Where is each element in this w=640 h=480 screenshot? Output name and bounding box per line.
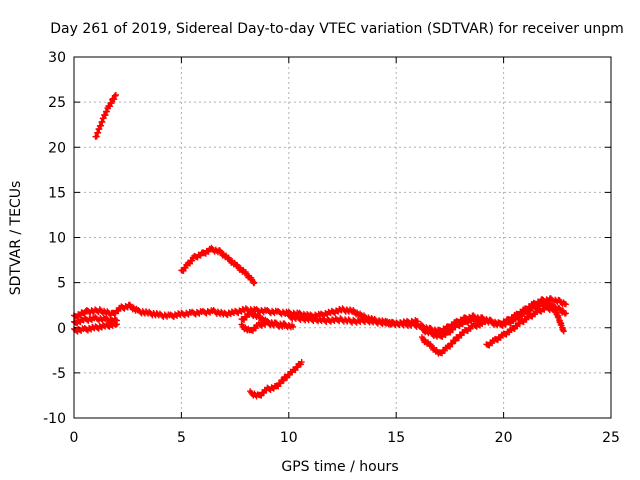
y-axis-label: SDTVAR / TECUs (8, 181, 24, 296)
data-point (459, 317, 466, 324)
y-tick-label: 0 (57, 321, 66, 337)
x-tick-label: 15 (387, 430, 405, 446)
data-point (562, 301, 569, 308)
data-point (112, 91, 119, 98)
y-tick-label: 25 (48, 95, 66, 111)
series-arc-c (247, 359, 305, 400)
data-point (197, 252, 204, 259)
series-arc-m (483, 303, 567, 349)
x-axis-label: GPS time / hours (281, 459, 398, 475)
data-point (280, 377, 287, 384)
series-arc-l (418, 319, 486, 357)
data-point (189, 257, 196, 264)
data-point (478, 319, 485, 326)
data-point (290, 323, 297, 330)
x-tick-label: 0 (70, 430, 79, 446)
x-tick-label: 20 (495, 430, 513, 446)
x-tick-label: 5 (177, 430, 186, 446)
data-points (71, 91, 569, 400)
y-tick-label: 15 (48, 185, 66, 201)
y-tick-label: -10 (43, 411, 66, 427)
data-point (113, 317, 120, 324)
data-point (182, 264, 189, 271)
y-tick-label: 10 (48, 231, 66, 247)
data-point (281, 322, 288, 329)
series-arc-b (178, 244, 258, 287)
y-tick-label: 5 (57, 276, 66, 292)
y-tick-label: -5 (52, 366, 66, 382)
chart-title: Day 261 of 2019, Sidereal Day-to-day VTE… (50, 21, 624, 37)
y-tick-label: 20 (48, 140, 66, 156)
y-tick-label: 30 (48, 50, 66, 66)
data-point (479, 321, 486, 328)
x-tick-label: 10 (280, 430, 298, 446)
data-point (251, 279, 258, 286)
series-arc-f (71, 314, 120, 327)
series-arc-h (238, 318, 288, 334)
data-point (442, 326, 449, 333)
data-point (298, 359, 305, 366)
data-point (452, 337, 459, 344)
grid-lines (74, 57, 611, 418)
series-arc-a (92, 91, 119, 140)
data-point (560, 328, 567, 335)
axis-ticks: 0 5 10 15 20 25 -10 -5 0 5 10 15 20 25 30 (43, 50, 620, 446)
data-point (541, 306, 548, 313)
x-tick-label: 25 (602, 430, 620, 446)
data-point (442, 332, 449, 339)
data-point (562, 310, 569, 317)
